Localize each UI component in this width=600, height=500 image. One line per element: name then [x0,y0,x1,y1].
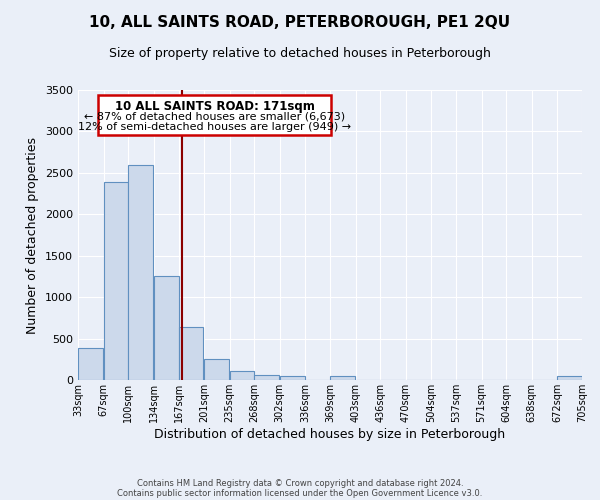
Text: Contains public sector information licensed under the Open Government Licence v3: Contains public sector information licen… [118,488,482,498]
Text: 12% of semi-detached houses are larger (949) →: 12% of semi-detached houses are larger (… [78,122,351,132]
Bar [330,376,355,380]
Bar [254,376,279,380]
Bar [128,164,153,380]
Bar [204,359,229,380]
Bar [280,376,305,380]
Text: Size of property relative to detached houses in Peterborough: Size of property relative to detached ho… [109,48,491,60]
X-axis label: Distribution of detached houses by size in Peterborough: Distribution of detached houses by size … [154,428,506,440]
Y-axis label: Number of detached properties: Number of detached properties [26,136,40,334]
Bar [104,182,128,380]
Bar [154,276,179,380]
FancyBboxPatch shape [98,95,331,134]
Text: ← 87% of detached houses are smaller (6,673): ← 87% of detached houses are smaller (6,… [84,112,345,122]
Text: 10 ALL SAINTS ROAD: 171sqm: 10 ALL SAINTS ROAD: 171sqm [115,100,314,112]
Bar [229,372,254,380]
Bar [78,348,103,380]
Text: Contains HM Land Registry data © Crown copyright and database right 2024.: Contains HM Land Registry data © Crown c… [137,478,463,488]
Text: 10, ALL SAINTS ROAD, PETERBOROUGH, PE1 2QU: 10, ALL SAINTS ROAD, PETERBOROUGH, PE1 2… [89,15,511,30]
Bar [179,327,203,380]
Bar [557,376,582,380]
